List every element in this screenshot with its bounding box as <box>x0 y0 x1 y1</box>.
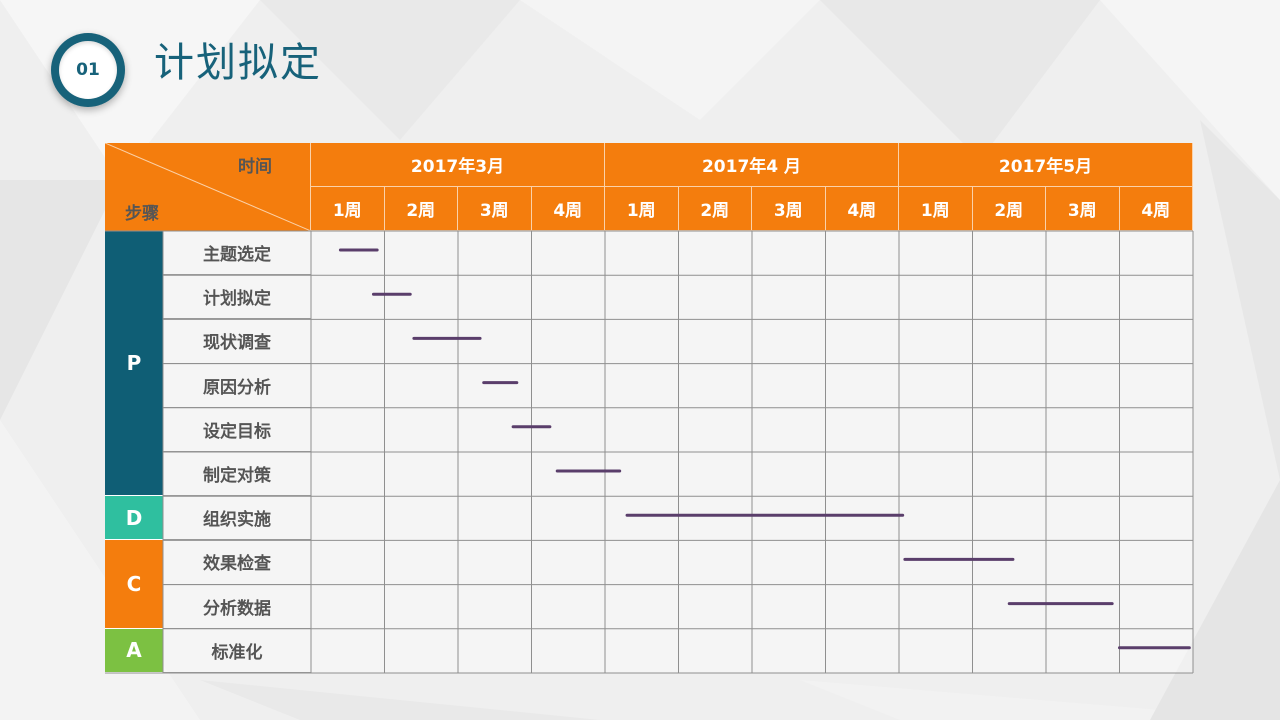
week-header: 2周 <box>972 187 1046 231</box>
corner-diagonal <box>105 143 311 231</box>
month-header: 2017年4 月 <box>605 143 899 187</box>
step-axis-label: 步骤 <box>125 204 159 224</box>
step-label: 效果检查 <box>163 540 311 585</box>
month-header: 2017年3月 <box>311 143 605 187</box>
gantt-grid <box>105 230 1194 674</box>
step-label: 设定目标 <box>163 408 311 452</box>
week-header: 4周 <box>531 187 605 231</box>
month-header: 2017年5月 <box>899 143 1193 187</box>
step-label: 组织实施 <box>163 496 311 541</box>
week-header: 2周 <box>384 187 458 231</box>
section-number: 01 <box>59 41 117 99</box>
step-label: 分析数据 <box>163 585 311 629</box>
phase-cell-d: D <box>105 496 163 541</box>
week-header: 4周 <box>825 187 899 231</box>
step-label: 制定对策 <box>163 452 311 497</box>
week-header: 3周 <box>752 187 826 231</box>
section-number-badge: 01 <box>51 33 125 107</box>
time-axis-label: 时间 <box>238 157 272 177</box>
week-header: 3周 <box>1046 187 1120 231</box>
step-label: 主题选定 <box>163 231 311 276</box>
phase-cell-a: A <box>105 628 163 673</box>
header-corner: 时间 步骤 <box>105 143 311 231</box>
week-header: 1周 <box>899 187 973 231</box>
week-header: 4周 <box>1119 187 1193 231</box>
step-label: 计划拟定 <box>163 275 311 320</box>
week-header: 3周 <box>458 187 532 231</box>
gantt-table: 时间 步骤 2017年3月 2017年4 月 2017年5月 1周 2周 3周 4周 1周 2周… <box>105 143 1194 674</box>
week-header: 1周 <box>311 187 385 231</box>
slide-title: 计划拟定 <box>154 40 322 86</box>
step-label: 现状调查 <box>163 319 311 364</box>
phase-cell-c: C <box>105 540 163 629</box>
step-label: 原因分析 <box>163 364 311 408</box>
step-label: 标准化 <box>163 629 311 673</box>
phase-cell-p: P <box>105 231 163 497</box>
